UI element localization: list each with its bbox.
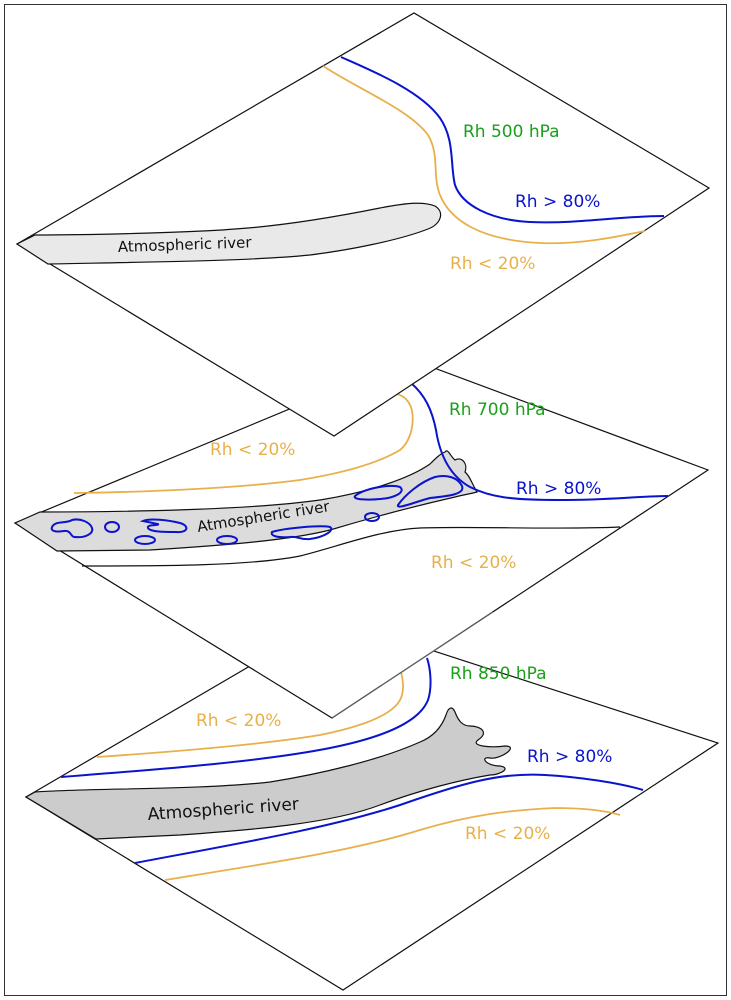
moist-cell bbox=[270, 525, 333, 541]
river-label-500hPa: Atmospheric river bbox=[118, 233, 253, 256]
dry-label-500hPa: Rh < 20% bbox=[450, 254, 535, 274]
moist-contour-500hPa bbox=[340, 56, 665, 224]
dry-label-850hPa-lower: Rh < 20% bbox=[465, 824, 550, 844]
dry-contour-850hPa-lower bbox=[164, 807, 621, 881]
moist-cell bbox=[216, 535, 238, 545]
moist-label-850hPa: Rh > 80% bbox=[527, 747, 612, 767]
plane-700hPa-edge bbox=[331, 611, 494, 719]
dry-label-700hPa-upper: Rh < 20% bbox=[210, 440, 295, 460]
layer-700hPa: Atmospheric river Rh 700 hPa Rh > 80% Rh… bbox=[13, 358, 710, 719]
moist-cell bbox=[364, 512, 380, 522]
moist-cell bbox=[139, 518, 188, 534]
moist-contour-700hPa bbox=[410, 382, 669, 502]
dry-label-700hPa-lower: Rh < 20% bbox=[431, 553, 516, 573]
moist-contour-850hPa-lower bbox=[134, 773, 644, 864]
moist-contour-850hPa-upper bbox=[60, 657, 432, 778]
moist-cell bbox=[353, 485, 403, 501]
moist-label-700hPa: Rh > 80% bbox=[516, 479, 601, 499]
level-label-700hPa: Rh 700 hPa bbox=[449, 400, 546, 420]
dry-label-850hPa-upper: Rh < 20% bbox=[196, 711, 281, 731]
moist-cell bbox=[134, 535, 156, 545]
atmospheric-river-500hPa bbox=[15, 202, 442, 265]
dry-contour-500hPa bbox=[322, 65, 646, 245]
moist-label-500hPa: Rh > 80% bbox=[515, 192, 600, 212]
moist-cell bbox=[50, 518, 94, 539]
layer-850hPa: Atmospheric river Rh 850 hPa Rh > 80% Rh… bbox=[24, 617, 720, 991]
atmospheric-river-850hPa bbox=[24, 707, 511, 840]
moist-cell bbox=[397, 475, 464, 508]
moist-cell bbox=[104, 521, 120, 533]
level-label-500hPa: Rh 500 hPa bbox=[463, 122, 560, 142]
dry-contour-850hPa-upper bbox=[96, 671, 404, 758]
moist-cells-700hPa bbox=[50, 475, 464, 545]
level-label-850hPa: Rh 850 hPa bbox=[450, 664, 547, 684]
layer-500hPa: Atmospheric river Rh 500 hPa Rh > 80% Rh… bbox=[15, 12, 711, 437]
dry-contour-700hPa-upper bbox=[73, 393, 414, 494]
river-outer-edge-700hPa bbox=[81, 526, 621, 567]
